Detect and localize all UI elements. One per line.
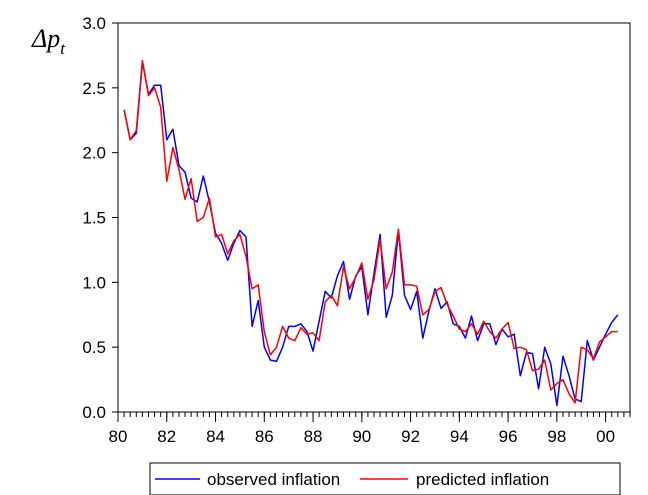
x-tick-label: 00 (596, 427, 615, 446)
y-axis-label-main: Δp (31, 24, 60, 53)
y-tick-label: 1.0 (82, 273, 106, 292)
x-tick-label: 84 (206, 427, 225, 446)
y-tick-label: 0.5 (82, 338, 106, 357)
x-tick-label: 80 (109, 427, 128, 446)
x-tick-label: 96 (499, 427, 518, 446)
y-tick-label: 2.0 (82, 144, 106, 163)
series-line-predicted-inflation (123, 59, 618, 404)
x-tick-label: 92 (401, 427, 420, 446)
x-tick-label: 90 (352, 427, 371, 446)
x-tick-label: 94 (450, 427, 469, 446)
x-tick-label: 82 (157, 427, 176, 446)
series-layer (123, 59, 619, 407)
x-tick-label: 86 (255, 427, 274, 446)
y-tick-label: 2.5 (82, 79, 106, 98)
legend-label-observed-inflation: observed inflation (207, 470, 340, 489)
y-tick-label: 1.5 (82, 209, 106, 228)
y-axis: 0.0 0.5 1.0 1.5 2.0 2.5 3.0 (82, 14, 118, 422)
plot-border (117, 22, 631, 413)
y-tick-label: 3.0 (82, 14, 106, 33)
legend: observed inflation predicted inflation (149, 462, 621, 495)
x-tick-label: 88 (304, 427, 323, 446)
x-tick-label: 98 (547, 427, 566, 446)
legend-label-predicted-inflation: predicted inflation (416, 470, 549, 489)
y-axis-label-sub: t (60, 39, 66, 58)
y-tick-label: 0.0 (82, 403, 106, 422)
plot-frame (117, 22, 631, 413)
y-axis-label: Δpt (31, 24, 66, 58)
x-axis: 80 82 84 86 88 90 92 94 96 98 00 (109, 412, 631, 446)
series-line-observed-inflation (123, 61, 619, 407)
